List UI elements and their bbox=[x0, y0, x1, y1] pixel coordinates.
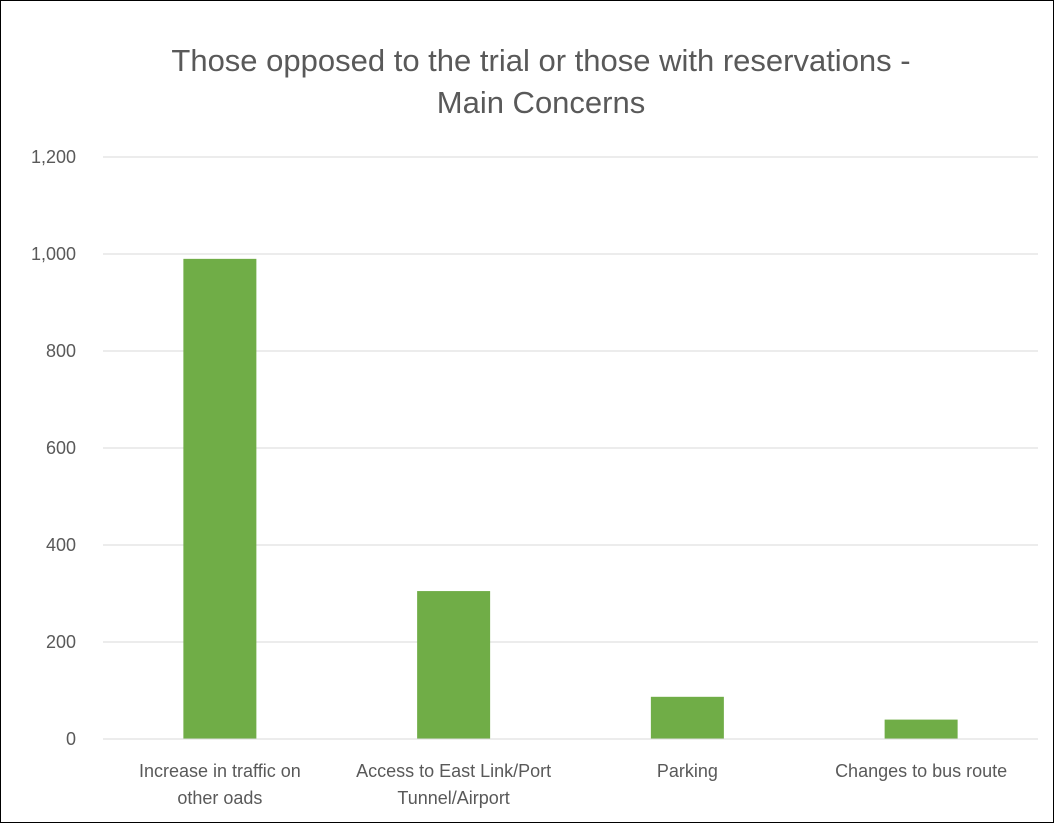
y-tick-label: 200 bbox=[46, 632, 76, 652]
bar-3 bbox=[650, 696, 724, 739]
category-label-4: Changes to bus route bbox=[835, 761, 1007, 781]
y-tick-label: 0 bbox=[66, 729, 76, 749]
y-axis-ticks: 0 200 400 600 800 1,000 1,200 bbox=[31, 147, 76, 749]
category-label-1: Increase in traffic on bbox=[139, 761, 301, 781]
bar-2 bbox=[417, 591, 491, 739]
category-label-1: other oads bbox=[177, 788, 262, 808]
category-label-2: Tunnel/Airport bbox=[397, 788, 509, 808]
chart-title-line-2: Main Concerns bbox=[437, 85, 645, 120]
chart-title-line-1: Those opposed to the trial or those with… bbox=[171, 43, 910, 78]
y-tick-label: 800 bbox=[46, 341, 76, 361]
chart-title: Those opposed to the trial or those with… bbox=[171, 43, 910, 120]
bar-4 bbox=[884, 719, 958, 739]
y-tick-label: 1,000 bbox=[31, 244, 76, 264]
category-label-2: Access to East Link/Port bbox=[356, 761, 551, 781]
gridlines bbox=[103, 156, 1038, 643]
bar-1 bbox=[183, 258, 257, 739]
y-tick-label: 600 bbox=[46, 438, 76, 458]
bars bbox=[183, 258, 958, 739]
category-labels: Increase in traffic on other oads Access t… bbox=[139, 761, 1007, 808]
y-tick-label: 1,200 bbox=[31, 147, 76, 167]
y-tick-label: 400 bbox=[46, 535, 76, 555]
category-label-3: Parking bbox=[657, 761, 718, 781]
